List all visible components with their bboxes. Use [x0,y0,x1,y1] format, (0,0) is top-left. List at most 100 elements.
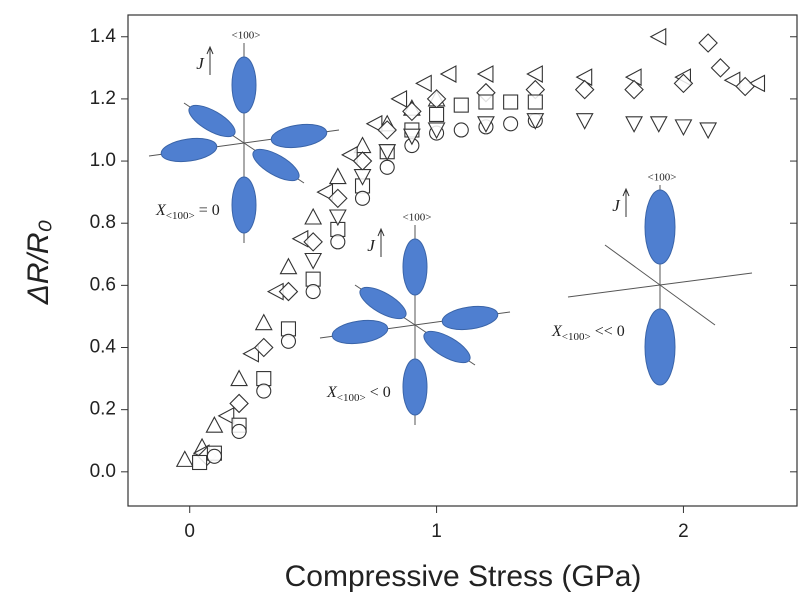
data-point [377,120,397,140]
data-point [439,65,457,83]
orbital-lobe [160,137,218,163]
data-point [192,454,208,471]
data-point [624,79,644,100]
data-point [304,252,323,270]
x-tick-label: 1 [431,521,442,542]
data-point [402,101,422,122]
data-point [378,144,397,161]
orbital-lobe [644,189,676,265]
orbital-lobe [644,308,676,386]
data-point [503,116,519,132]
data-point [280,333,297,349]
data-point [735,76,755,97]
current-arrow-head [206,45,214,55]
data-point [574,79,595,100]
y-tick-label: 0.6 [90,274,116,295]
data-point [354,190,371,206]
data-point [526,113,545,130]
current-label: J [196,54,205,73]
data-point [402,128,421,146]
x-label-part: = 0 [199,202,220,219]
data-point [478,94,494,110]
x-label: X<100> << 0 [551,323,625,343]
x-label-part: << 0 [595,323,625,340]
x-tick-label: 0 [184,521,195,542]
x-label: X<100> < 0 [326,384,391,404]
data-point [217,406,235,425]
data-point [698,33,718,53]
current-label: J [367,236,376,255]
data-point [453,122,469,138]
axis-line [604,244,716,326]
data-point [304,207,323,225]
data-point [206,448,222,464]
direction-label: <100> [403,212,432,224]
direction-label: <100> [648,172,677,184]
x-label-part: X [551,323,563,340]
y-tick-label: 0.4 [90,337,117,358]
x-label-part: X [326,384,338,401]
data-point [205,416,224,433]
data-point [476,65,494,83]
y-tick-label: 0.8 [90,212,116,233]
data-point [453,97,469,113]
orbital-lobe [188,104,236,138]
x-label-part: <100> [166,210,195,222]
data-point [231,423,247,439]
current-arrow-head [622,187,630,197]
x-label-part: X [155,202,167,219]
y-tick-label: 0.2 [90,399,116,420]
data-point [253,337,274,358]
inset-diagram: <100>JX<100> = 0 [148,30,340,243]
data-point [379,159,395,175]
data-point [316,183,334,202]
data-point [279,257,298,275]
data-point [353,169,372,186]
direction-label: <100> [232,30,261,42]
data-point [328,209,347,227]
orbital-lobe [441,305,499,331]
data-point [527,94,543,110]
orbital-lobe [270,123,328,149]
current-label: J [612,196,621,215]
orbital-lobe [359,286,407,320]
data-point [429,106,445,122]
x-axis-label: Compressive Stress (GPa) [285,560,642,593]
data-point [278,281,299,302]
y-axis-label: ΔR/R₀ [22,220,55,305]
data-point [365,114,383,133]
data-point [305,284,321,300]
data-point [230,369,249,387]
data-point [415,74,432,93]
data-point [710,58,731,78]
orbital-lobe [402,238,428,296]
data-point [242,344,259,363]
data-point [341,145,358,164]
data-point [673,73,694,94]
data-point [674,119,693,137]
data-point [303,232,323,252]
orbital-lobe [331,319,389,345]
orbital-lobe [402,358,428,416]
orbital-lobe [231,176,257,234]
data-point [649,116,668,133]
x-label-part: <100> [337,392,366,404]
orbital-lobe [231,56,257,114]
data-point [748,74,766,93]
data-point [477,116,495,133]
data-point [291,229,309,248]
data-point [699,122,718,140]
orbital-lobe [423,330,471,364]
x-label-part: <100> [562,331,591,343]
plot-frame [127,14,798,507]
data-point [328,167,347,185]
y-tick-label: 1.0 [90,150,116,171]
y-tick-label: 0.0 [90,461,116,482]
data-point [649,27,667,46]
data-point [723,71,741,90]
data-point [427,122,446,140]
x-label-part: < 0 [370,384,391,401]
data-point [328,188,348,209]
data-point [503,94,519,110]
